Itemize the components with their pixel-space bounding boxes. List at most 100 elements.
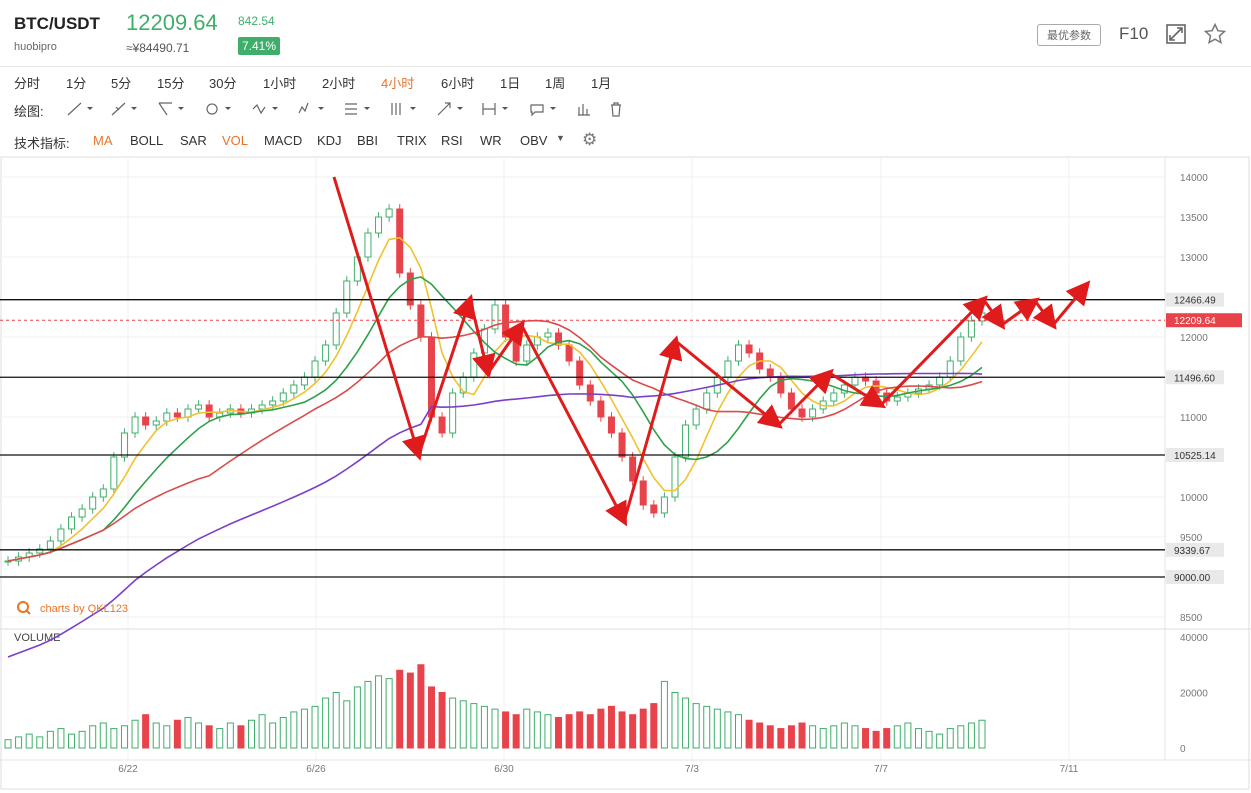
timeframe-5[interactable]: 1小时 [263,76,297,91]
candle-body [364,232,372,258]
volume-bar [396,669,404,749]
text-tool-icon[interactable] [529,101,559,120]
indicator-boll[interactable]: BOLL [130,133,164,148]
ray-tool-icon[interactable] [110,101,140,120]
candle-body [660,496,668,514]
arrow-tool-icon[interactable] [436,101,466,120]
best-params-button[interactable]: 最优参数 [1037,24,1101,46]
volume-bar [57,728,65,749]
fib-tool-icon[interactable] [343,101,373,120]
level-tag [1166,370,1224,385]
volume-bar [544,714,552,749]
volume-bar [311,705,319,749]
candle-body [607,416,615,434]
volume-bar [597,708,605,749]
volume-bar [480,705,488,749]
candle-body [629,456,637,482]
fullscreen-icon[interactable] [1164,22,1188,46]
volume-bar [533,711,541,749]
timeframe-10[interactable]: 1周 [545,76,566,91]
volume-bar [205,725,213,749]
indicator-ma[interactable]: MA [93,133,113,148]
candle-body [36,548,44,554]
volume-bar [904,722,912,749]
indicator-trix[interactable]: TRIX [397,133,427,148]
volume-bar [777,728,785,749]
volume-bar [692,703,700,749]
indicator-wr[interactable]: WR [480,133,502,148]
timeframe-8[interactable]: 6小时 [441,76,475,91]
grid-tool-icon[interactable] [389,101,419,120]
candle-body [300,376,308,386]
exchange-name: huobipro [14,41,57,53]
timeframe-3[interactable]: 15分 [157,76,185,91]
line-tool-icon[interactable] [66,101,96,120]
indicator-vol[interactable]: VOL [222,133,249,148]
volume-bar [258,714,266,749]
level-tag [1166,447,1224,462]
timeframe-11[interactable]: 1月 [591,76,612,91]
candle-body [650,504,658,514]
volume-bar [142,714,150,749]
candle-body [57,528,65,542]
wave-arrow [1051,280,1091,326]
volume-bar [449,697,457,749]
volume-bar [787,725,795,749]
wave-arrow [1032,300,1057,330]
wave-arrow [1000,297,1040,327]
candle-body [936,376,944,386]
volume-bar [4,739,12,749]
volume-bar [819,728,827,749]
range-tool-icon[interactable] [481,101,511,120]
timeframe-1[interactable]: 1分 [66,76,87,91]
wave-tool-icon[interactable] [251,101,281,120]
price-tick-label: 10000 [1180,493,1208,504]
candle-body [322,344,330,362]
channel-tool-icon[interactable] [157,101,187,120]
timeframe-9[interactable]: 1日 [500,76,521,91]
pair-title: BTC/USDT [14,14,100,33]
volume-bar [248,719,255,749]
chevron-down-icon[interactable]: ▼ [556,133,565,143]
indicator-rsi[interactable]: RSI [441,133,463,148]
ma-line-20 [7,319,983,562]
indicator-kdj[interactable]: KDJ [317,133,342,148]
candle-body [576,360,584,386]
current-price-tag [1166,313,1242,328]
volume-bar [332,692,340,749]
indicator-obv[interactable]: OBV [520,133,548,148]
timeframe-4[interactable]: 30分 [209,76,237,91]
x-tick-label: 7/3 [685,764,699,775]
price-tick-label: 12000 [1180,333,1208,344]
gear-icon[interactable]: ⚙ [582,130,598,149]
pattern-tool-icon[interactable] [297,101,327,120]
star-icon[interactable] [1203,22,1227,46]
chart-tool-icon[interactable] [576,101,606,120]
volume-bar [120,725,128,749]
indicator-bbi[interactable]: BBI [357,133,378,148]
volume-bar [607,705,615,749]
volume-bar [660,680,668,749]
trash-icon[interactable] [608,101,638,120]
volume-bar [184,716,192,749]
volume-bar [925,730,933,749]
volume-bar [226,722,234,749]
timeframe-6[interactable]: 2小时 [322,76,356,91]
volume-bar [470,703,478,749]
timeframe-2[interactable]: 5分 [111,76,132,91]
timeframe-7[interactable]: 4小时 [381,76,415,91]
candle-body [385,208,393,218]
indicator-sar[interactable]: SAR [180,133,207,148]
circle-tool-icon[interactable] [204,101,234,120]
price-tick-label: 14000 [1180,173,1208,184]
candle-body [142,416,150,426]
wave-arrow [417,294,476,456]
indicator-macd[interactable]: MACD [264,133,303,148]
price-change: 842.54 [238,14,275,28]
candle-body [152,420,160,426]
volume-bar [427,686,435,749]
f10-button[interactable]: F10 [1119,24,1149,43]
volume-bar [586,714,594,749]
timeframe-0[interactable]: 分时 [14,76,41,91]
